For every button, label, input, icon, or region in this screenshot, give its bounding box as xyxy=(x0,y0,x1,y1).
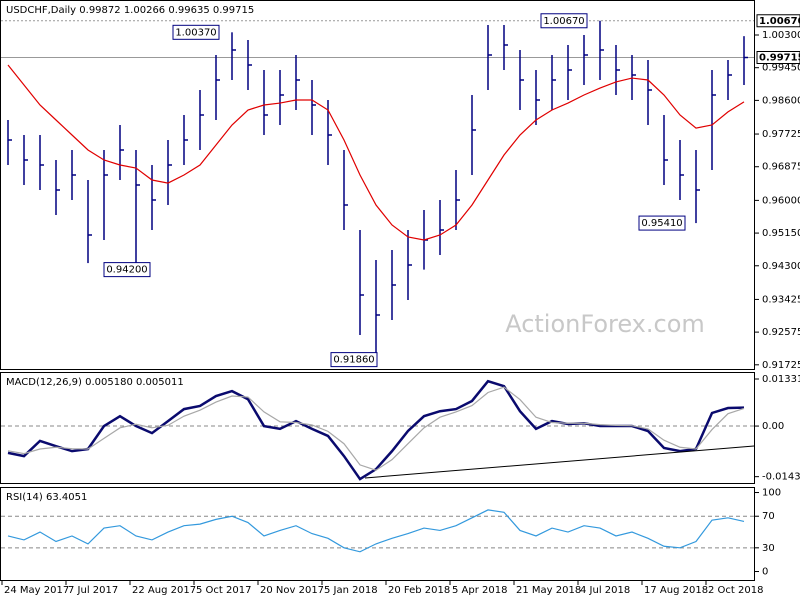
level-label-box xyxy=(756,51,800,64)
panel-frame xyxy=(0,372,755,484)
x-tick-label: 24 May 2017 xyxy=(4,585,69,596)
y-tick-label: 0 xyxy=(762,567,768,578)
x-tick-label: 22 Aug 2017 xyxy=(132,585,196,596)
moving-average xyxy=(7,64,745,241)
y-tick-label: 0.00 xyxy=(762,421,784,432)
y-tick-label: 70 xyxy=(762,511,775,522)
annotation-box xyxy=(540,13,588,29)
y-tick-label: -0.014323 xyxy=(762,472,800,483)
x-tick-label: 7 Jul 2017 xyxy=(68,585,118,596)
annotation-box xyxy=(330,352,378,368)
y-tick-label: 0.91725 xyxy=(762,360,800,371)
annotation-label: 0.94200 xyxy=(106,265,147,276)
panel-title: USDCHF,Daily 0.99872 1.00266 0.99635 0.9… xyxy=(6,5,254,16)
annotation-label: 0.91860 xyxy=(333,355,374,366)
series-line xyxy=(7,509,745,553)
annotation-label: 1.00670 xyxy=(543,16,584,27)
y-tick-label: 0.93425 xyxy=(762,294,800,305)
level-label: 1.00670 xyxy=(759,16,800,27)
panel-frame xyxy=(0,487,755,581)
y-tick-label: 100 xyxy=(762,488,781,499)
x-tick-label: 4 Jul 2018 xyxy=(580,585,630,596)
trend-line xyxy=(364,445,755,479)
y-tick-label: 0.96875 xyxy=(762,162,800,173)
panel-title: MACD(12,26,9) 0.005180 0.005011 xyxy=(6,377,184,388)
x-tick-label: 5 Oct 2017 xyxy=(196,585,251,596)
y-tick-label: 0.99450 xyxy=(762,63,800,74)
y-tick-label: 0.92575 xyxy=(762,327,800,338)
annotation-box xyxy=(103,262,151,278)
annotation-label: 1.00370 xyxy=(175,27,216,38)
y-tick-label: 0.94300 xyxy=(762,261,800,272)
x-tick-label: 20 Feb 2018 xyxy=(388,585,450,596)
series-line xyxy=(7,386,745,471)
annotation-label: 0.95410 xyxy=(641,218,682,229)
x-tick-label: 20 Nov 2017 xyxy=(260,585,324,596)
annotation-box xyxy=(172,24,220,40)
y-tick-label: 0.96000 xyxy=(762,195,800,206)
y-tick-label: 1.00300 xyxy=(762,30,800,41)
panel-title: RSI(14) 63.4051 xyxy=(6,492,87,503)
y-tick-label: 0.98600 xyxy=(762,95,800,106)
panel-frame xyxy=(0,0,755,370)
watermark: ActionForex.com xyxy=(505,310,705,338)
y-tick-label: 0.95150 xyxy=(762,228,800,239)
x-tick-label: 21 May 2018 xyxy=(516,585,581,596)
y-tick-label: 0.013319 xyxy=(762,374,800,385)
y-tick-label: 0.97725 xyxy=(762,129,800,140)
x-tick-label: 5 Jan 2018 xyxy=(324,585,378,596)
y-tick-label: 30 xyxy=(762,543,775,554)
x-tick-label: 5 Apr 2018 xyxy=(452,585,507,596)
x-tick-label: 2 Oct 2018 xyxy=(708,585,763,596)
level-label-box xyxy=(756,14,800,28)
level-label: 0.99715 xyxy=(759,53,800,64)
annotation-box xyxy=(638,215,686,231)
x-tick-label: 17 Aug 2018 xyxy=(644,585,708,596)
